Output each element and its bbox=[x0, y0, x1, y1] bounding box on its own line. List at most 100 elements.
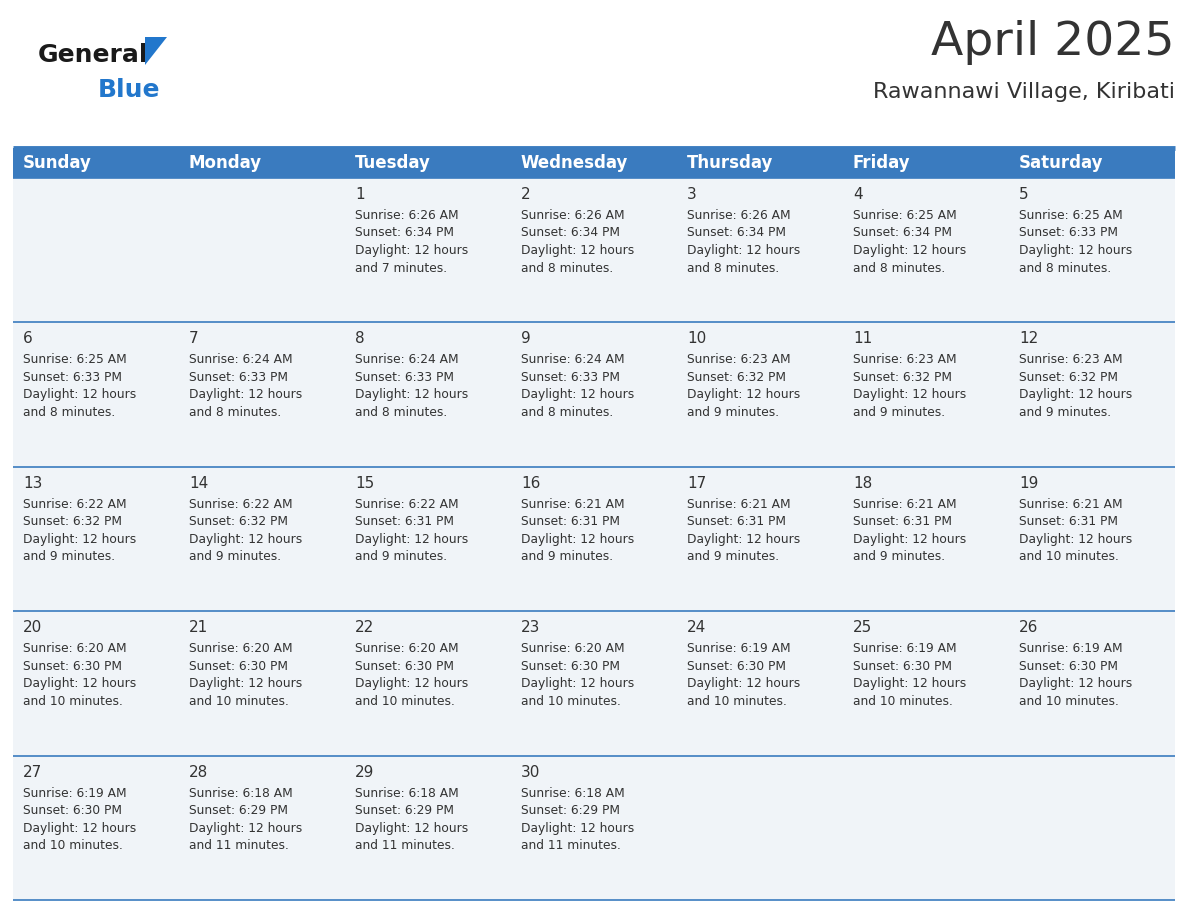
Bar bbox=[13, 611, 1175, 756]
Bar bbox=[13, 148, 179, 178]
Text: Sunrise: 6:21 AM: Sunrise: 6:21 AM bbox=[1019, 498, 1123, 510]
Text: Sunset: 6:32 PM: Sunset: 6:32 PM bbox=[189, 515, 287, 528]
Text: Daylight: 12 hours: Daylight: 12 hours bbox=[23, 532, 137, 546]
Text: Sunrise: 6:19 AM: Sunrise: 6:19 AM bbox=[853, 643, 956, 655]
Text: and 9 minutes.: and 9 minutes. bbox=[853, 550, 946, 564]
Text: and 10 minutes.: and 10 minutes. bbox=[23, 695, 122, 708]
Text: Sunrise: 6:26 AM: Sunrise: 6:26 AM bbox=[355, 209, 459, 222]
Text: and 9 minutes.: and 9 minutes. bbox=[687, 550, 779, 564]
Text: Sunset: 6:29 PM: Sunset: 6:29 PM bbox=[189, 804, 287, 817]
Text: Saturday: Saturday bbox=[1019, 154, 1104, 172]
Text: Daylight: 12 hours: Daylight: 12 hours bbox=[522, 677, 634, 690]
Text: Daylight: 12 hours: Daylight: 12 hours bbox=[1019, 532, 1132, 546]
Text: Daylight: 12 hours: Daylight: 12 hours bbox=[355, 388, 468, 401]
Text: and 10 minutes.: and 10 minutes. bbox=[355, 695, 455, 708]
Text: 3: 3 bbox=[687, 187, 696, 202]
Text: Sunset: 6:30 PM: Sunset: 6:30 PM bbox=[853, 660, 952, 673]
Text: and 10 minutes.: and 10 minutes. bbox=[687, 695, 786, 708]
Text: Daylight: 12 hours: Daylight: 12 hours bbox=[189, 822, 302, 834]
Text: and 11 minutes.: and 11 minutes. bbox=[355, 839, 455, 852]
Text: 21: 21 bbox=[189, 621, 208, 635]
Text: 27: 27 bbox=[23, 765, 43, 779]
Text: Sunset: 6:34 PM: Sunset: 6:34 PM bbox=[687, 227, 786, 240]
Text: Sunrise: 6:25 AM: Sunrise: 6:25 AM bbox=[853, 209, 956, 222]
Text: Sunset: 6:31 PM: Sunset: 6:31 PM bbox=[355, 515, 454, 528]
Text: and 10 minutes.: and 10 minutes. bbox=[1019, 550, 1119, 564]
Text: Daylight: 12 hours: Daylight: 12 hours bbox=[522, 388, 634, 401]
Text: Daylight: 12 hours: Daylight: 12 hours bbox=[687, 388, 801, 401]
Text: and 9 minutes.: and 9 minutes. bbox=[189, 550, 282, 564]
Text: 22: 22 bbox=[355, 621, 374, 635]
Text: Sunrise: 6:18 AM: Sunrise: 6:18 AM bbox=[355, 787, 459, 800]
Text: Sunset: 6:30 PM: Sunset: 6:30 PM bbox=[23, 804, 122, 817]
Bar bbox=[13, 756, 1175, 900]
Text: 15: 15 bbox=[355, 476, 374, 491]
Bar bbox=[843, 148, 1009, 178]
Text: Daylight: 12 hours: Daylight: 12 hours bbox=[1019, 677, 1132, 690]
Text: Sunrise: 6:20 AM: Sunrise: 6:20 AM bbox=[522, 643, 625, 655]
Text: Daylight: 12 hours: Daylight: 12 hours bbox=[355, 677, 468, 690]
Text: Sunset: 6:29 PM: Sunset: 6:29 PM bbox=[355, 804, 454, 817]
Text: Sunrise: 6:23 AM: Sunrise: 6:23 AM bbox=[853, 353, 956, 366]
Text: and 8 minutes.: and 8 minutes. bbox=[189, 406, 282, 419]
Text: Sunset: 6:29 PM: Sunset: 6:29 PM bbox=[522, 804, 620, 817]
Text: 4: 4 bbox=[853, 187, 862, 202]
Text: Sunrise: 6:21 AM: Sunrise: 6:21 AM bbox=[853, 498, 956, 510]
Bar bbox=[13, 178, 1175, 322]
Bar bbox=[13, 322, 1175, 466]
Text: 8: 8 bbox=[355, 331, 365, 346]
Text: Daylight: 12 hours: Daylight: 12 hours bbox=[687, 244, 801, 257]
Text: Sunrise: 6:19 AM: Sunrise: 6:19 AM bbox=[687, 643, 791, 655]
Text: Sunset: 6:33 PM: Sunset: 6:33 PM bbox=[23, 371, 122, 384]
Text: 26: 26 bbox=[1019, 621, 1038, 635]
Text: Daylight: 12 hours: Daylight: 12 hours bbox=[23, 822, 137, 834]
Text: Daylight: 12 hours: Daylight: 12 hours bbox=[189, 677, 302, 690]
Bar bbox=[179, 148, 345, 178]
Text: 9: 9 bbox=[522, 331, 531, 346]
Text: Sunrise: 6:20 AM: Sunrise: 6:20 AM bbox=[189, 643, 292, 655]
Text: and 8 minutes.: and 8 minutes. bbox=[853, 262, 946, 274]
Text: Sunrise: 6:20 AM: Sunrise: 6:20 AM bbox=[355, 643, 459, 655]
Text: Daylight: 12 hours: Daylight: 12 hours bbox=[189, 532, 302, 546]
Text: Sunrise: 6:18 AM: Sunrise: 6:18 AM bbox=[522, 787, 625, 800]
Text: Sunset: 6:31 PM: Sunset: 6:31 PM bbox=[853, 515, 952, 528]
Text: and 10 minutes.: and 10 minutes. bbox=[522, 695, 621, 708]
Text: and 10 minutes.: and 10 minutes. bbox=[23, 839, 122, 852]
Text: 10: 10 bbox=[687, 331, 706, 346]
Text: Sunrise: 6:22 AM: Sunrise: 6:22 AM bbox=[355, 498, 459, 510]
Text: Daylight: 12 hours: Daylight: 12 hours bbox=[23, 388, 137, 401]
Text: and 7 minutes.: and 7 minutes. bbox=[355, 262, 447, 274]
Text: Daylight: 12 hours: Daylight: 12 hours bbox=[1019, 244, 1132, 257]
Text: General: General bbox=[38, 43, 148, 67]
Text: Daylight: 12 hours: Daylight: 12 hours bbox=[853, 677, 966, 690]
Text: Sunset: 6:33 PM: Sunset: 6:33 PM bbox=[189, 371, 287, 384]
Text: and 10 minutes.: and 10 minutes. bbox=[1019, 695, 1119, 708]
Text: Daylight: 12 hours: Daylight: 12 hours bbox=[189, 388, 302, 401]
Text: and 9 minutes.: and 9 minutes. bbox=[355, 550, 447, 564]
Text: Friday: Friday bbox=[853, 154, 911, 172]
Text: Sunset: 6:34 PM: Sunset: 6:34 PM bbox=[522, 227, 620, 240]
Text: Daylight: 12 hours: Daylight: 12 hours bbox=[853, 244, 966, 257]
Text: Sunrise: 6:21 AM: Sunrise: 6:21 AM bbox=[687, 498, 791, 510]
Text: 24: 24 bbox=[687, 621, 706, 635]
Text: 20: 20 bbox=[23, 621, 43, 635]
Text: Sunset: 6:30 PM: Sunset: 6:30 PM bbox=[687, 660, 786, 673]
Text: 16: 16 bbox=[522, 476, 541, 491]
Text: and 11 minutes.: and 11 minutes. bbox=[522, 839, 621, 852]
Bar bbox=[511, 148, 677, 178]
Text: Daylight: 12 hours: Daylight: 12 hours bbox=[355, 244, 468, 257]
Text: Sunset: 6:31 PM: Sunset: 6:31 PM bbox=[1019, 515, 1118, 528]
Text: and 8 minutes.: and 8 minutes. bbox=[1019, 262, 1111, 274]
Text: Rawannawi Village, Kiribati: Rawannawi Village, Kiribati bbox=[873, 82, 1175, 102]
Text: April 2025: April 2025 bbox=[931, 20, 1175, 65]
Text: 5: 5 bbox=[1019, 187, 1029, 202]
Text: 18: 18 bbox=[853, 476, 872, 491]
Text: and 8 minutes.: and 8 minutes. bbox=[522, 262, 613, 274]
Bar bbox=[677, 148, 843, 178]
Text: Sunrise: 6:25 AM: Sunrise: 6:25 AM bbox=[23, 353, 127, 366]
Text: Sunday: Sunday bbox=[23, 154, 91, 172]
Text: and 8 minutes.: and 8 minutes. bbox=[23, 406, 115, 419]
Text: Sunset: 6:33 PM: Sunset: 6:33 PM bbox=[1019, 227, 1118, 240]
Text: Sunrise: 6:24 AM: Sunrise: 6:24 AM bbox=[189, 353, 292, 366]
Text: and 10 minutes.: and 10 minutes. bbox=[853, 695, 953, 708]
